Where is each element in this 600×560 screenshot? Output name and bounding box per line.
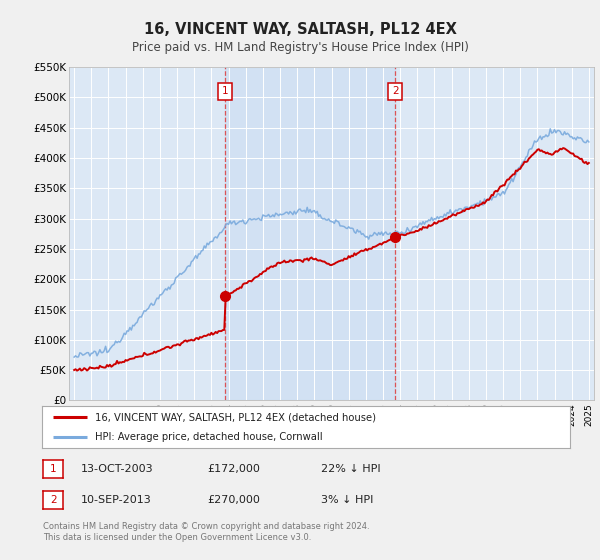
Text: 16, VINCENT WAY, SALTASH, PL12 4EX (detached house): 16, VINCENT WAY, SALTASH, PL12 4EX (deta…: [95, 412, 376, 422]
Text: Contains HM Land Registry data © Crown copyright and database right 2024.: Contains HM Land Registry data © Crown c…: [43, 522, 370, 531]
Text: 3% ↓ HPI: 3% ↓ HPI: [321, 494, 373, 505]
Text: 16, VINCENT WAY, SALTASH, PL12 4EX: 16, VINCENT WAY, SALTASH, PL12 4EX: [143, 22, 457, 36]
Text: 2: 2: [50, 495, 56, 505]
Text: Price paid vs. HM Land Registry's House Price Index (HPI): Price paid vs. HM Land Registry's House …: [131, 40, 469, 54]
Text: 10-SEP-2013: 10-SEP-2013: [81, 494, 152, 505]
Bar: [225, 67, 395, 400]
Text: 13-OCT-2003: 13-OCT-2003: [81, 464, 154, 474]
Text: £270,000: £270,000: [207, 494, 260, 505]
Text: HPI: Average price, detached house, Cornwall: HPI: Average price, detached house, Corn…: [95, 432, 322, 442]
Text: 1: 1: [50, 464, 56, 474]
Text: 1: 1: [221, 86, 228, 96]
Text: This data is licensed under the Open Government Licence v3.0.: This data is licensed under the Open Gov…: [43, 533, 311, 542]
Text: 2: 2: [392, 86, 398, 96]
Text: £172,000: £172,000: [207, 464, 260, 474]
Text: 22% ↓ HPI: 22% ↓ HPI: [321, 464, 380, 474]
